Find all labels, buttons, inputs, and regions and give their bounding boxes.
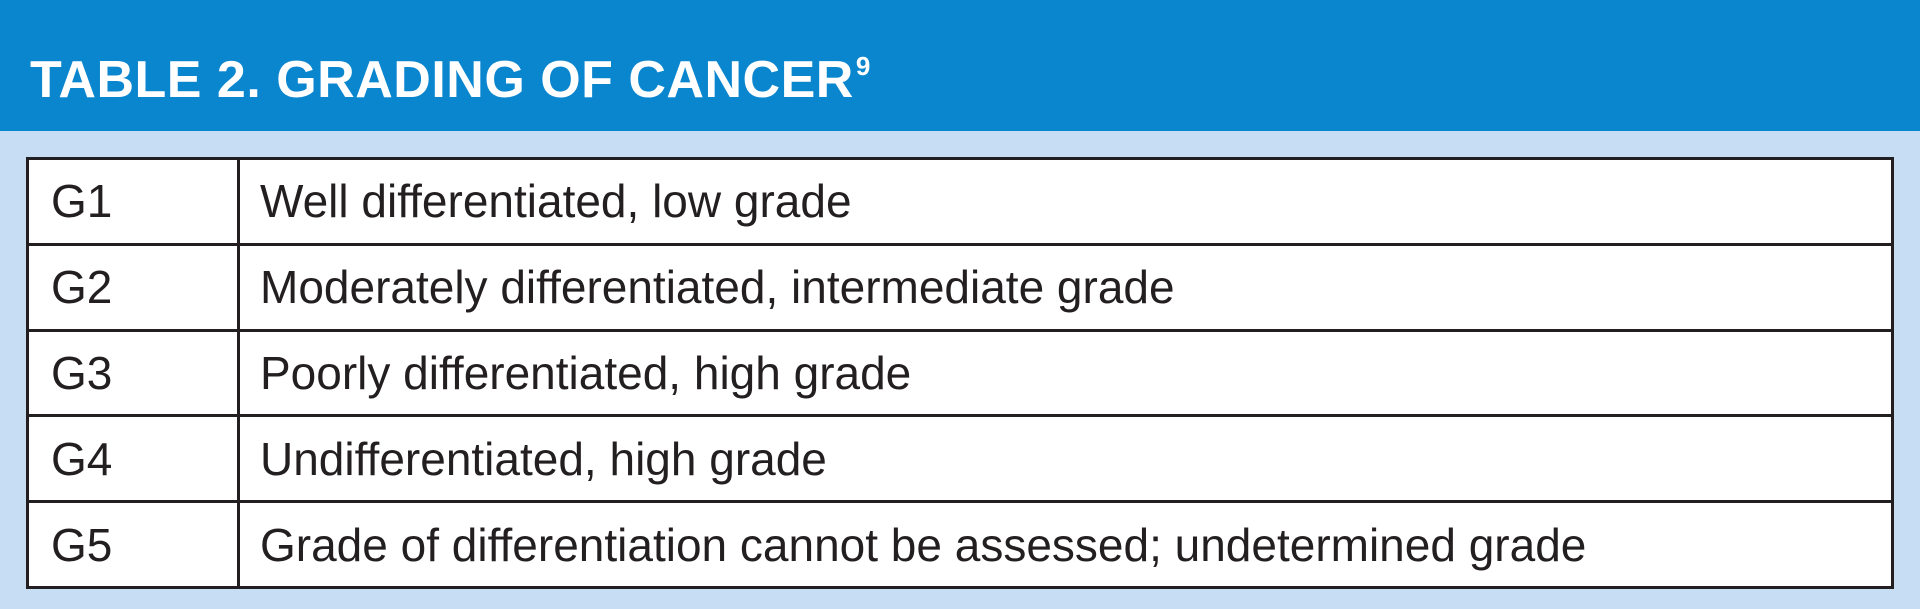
title-footnote-reference: 9 <box>855 51 871 81</box>
grade-code-cell: G1 <box>26 157 240 246</box>
grade-code-cell: G2 <box>26 242 240 332</box>
grading-table: G1 Well differentiated, low grade G2 Mod… <box>26 157 1894 589</box>
grade-description-cell: Grade of differentiation cannot be asses… <box>237 500 1894 589</box>
table-row: G2 Moderately differentiated, intermedia… <box>26 242 1894 332</box>
grade-description-cell: Poorly differentiated, high grade <box>237 328 1894 418</box>
table-panel: G1 Well differentiated, low grade G2 Mod… <box>0 131 1920 609</box>
table-row: G1 Well differentiated, low grade <box>26 157 1894 246</box>
table-title-text: TABLE 2. GRADING OF CANCER <box>30 51 854 109</box>
grade-code-cell: G4 <box>26 414 240 504</box>
grade-description-cell: Well differentiated, low grade <box>237 157 1894 246</box>
table-header: TABLE 2. GRADING OF CANCER9 <box>0 0 1920 131</box>
table-row: G3 Poorly differentiated, high grade <box>26 328 1894 418</box>
table-row: G5 Grade of differentiation cannot be as… <box>26 500 1894 589</box>
table-row: G4 Undifferentiated, high grade <box>26 414 1894 504</box>
table-title: TABLE 2. GRADING OF CANCER9 <box>30 36 871 110</box>
grade-code-cell: G5 <box>26 500 240 589</box>
grade-code-cell: G3 <box>26 328 240 418</box>
grade-description-cell: Undifferentiated, high grade <box>237 414 1894 504</box>
grade-description-cell: Moderately differentiated, intermediate … <box>237 242 1894 332</box>
